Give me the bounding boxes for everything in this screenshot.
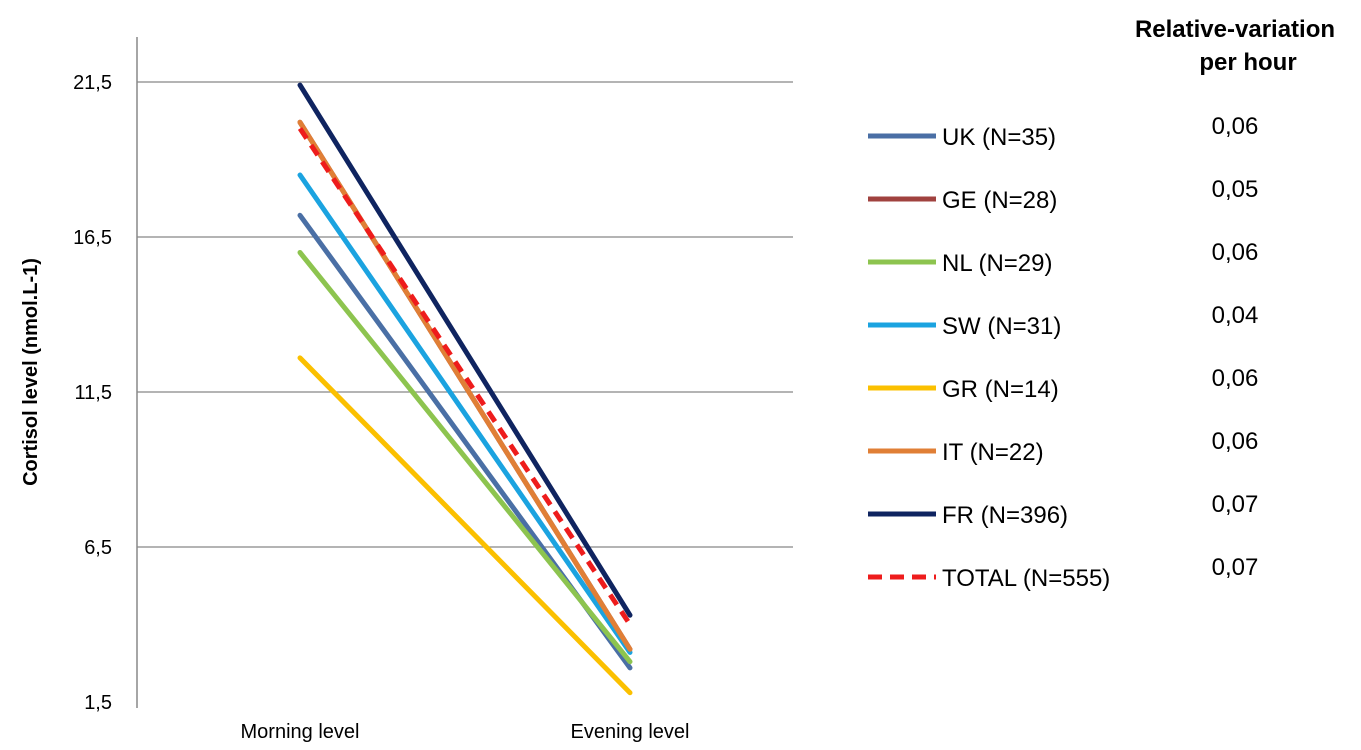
legend-label-0: UK (N=35) [942, 124, 1056, 151]
y-tick-labels: 21,5 16,5 11,5 6,5 1,5 [73, 72, 112, 714]
relative-variation-value-1: 0,05 [1212, 176, 1259, 203]
legend: UK (N=35) GE (N=28) NL (N=29) SW (N=31) GR (… [868, 124, 1110, 592]
x-tick-label: Morning level [241, 721, 360, 743]
relative-variation-values: 0,06 0,05 0,06 0,04 0,06 0,06 0,07 0,07 [1212, 113, 1259, 581]
x-tick-label: Evening level [571, 721, 690, 743]
series-line-6 [297, 82, 633, 618]
x-tick-labels: Morning level Evening level [241, 721, 690, 743]
series-line-7 [297, 127, 633, 626]
series-lines [297, 82, 633, 696]
series-line-5 [297, 119, 633, 652]
legend-label-6: FR (N=396) [942, 502, 1068, 529]
legend-label-2: NL (N=29) [942, 250, 1052, 277]
series-line-4 [297, 355, 633, 696]
relative-variation-title-line2: per hour [1199, 49, 1296, 76]
y-axis-label: Cortisol level (nmol.L-1) [20, 258, 42, 486]
relative-variation-value-0: 0,06 [1212, 113, 1259, 140]
relative-variation-title-line1: Relative-variation [1135, 16, 1335, 43]
legend-label-4: GR (N=14) [942, 376, 1059, 403]
relative-variation-value-4: 0,06 [1212, 365, 1259, 392]
gridlines [137, 81, 793, 548]
relative-variation-value-6: 0,07 [1212, 491, 1259, 518]
y-tick-label: 1,5 [84, 692, 112, 714]
y-tick-label: 16,5 [73, 227, 112, 249]
y-tick-label: 11,5 [75, 382, 112, 404]
legend-label-1: GE (N=28) [942, 187, 1057, 214]
relative-variation-value-2: 0,06 [1212, 239, 1259, 266]
series-line-2 [297, 250, 633, 665]
y-tick-label: 21,5 [73, 72, 112, 94]
legend-label-5: IT (N=22) [942, 439, 1044, 466]
legend-label-7: TOTAL (N=555) [942, 565, 1110, 592]
y-tick-label: 6,5 [84, 537, 112, 559]
series-line-3 [297, 172, 633, 655]
relative-variation-value-3: 0,04 [1212, 302, 1259, 329]
relative-variation-value-7: 0,07 [1212, 554, 1259, 581]
legend-label-3: SW (N=31) [942, 313, 1061, 340]
relative-variation-value-5: 0,06 [1212, 428, 1259, 455]
